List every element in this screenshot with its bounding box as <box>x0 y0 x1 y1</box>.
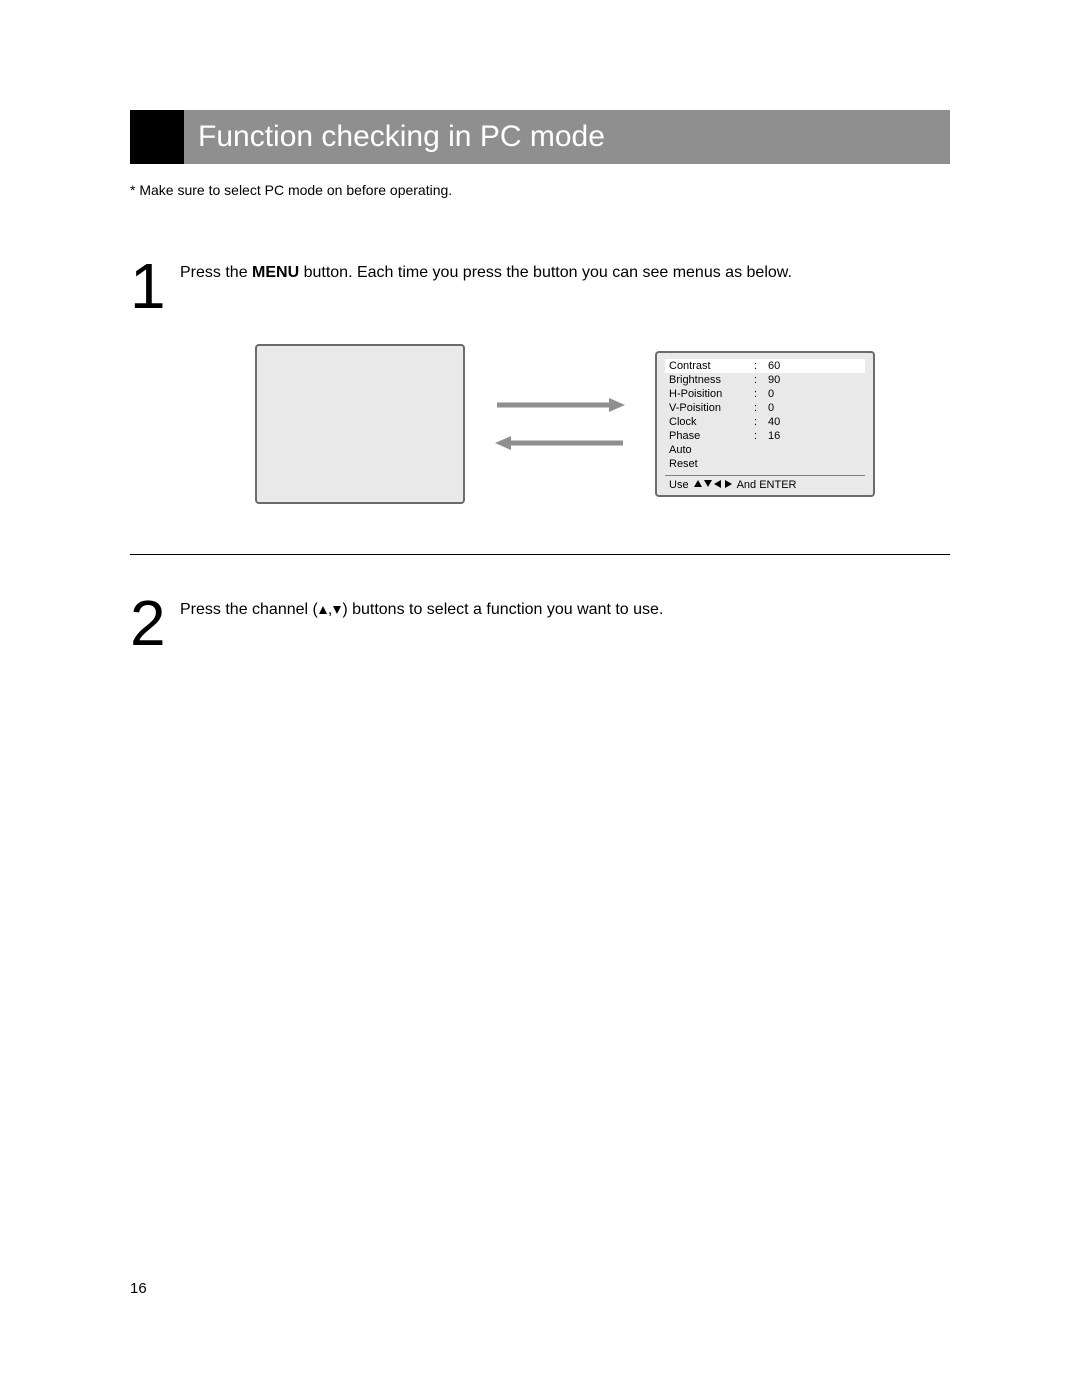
menu-label: Phase <box>669 430 754 442</box>
page-title: Function checking in PC mode <box>198 120 605 154</box>
up-triangle-icon <box>318 605 328 615</box>
menu-colon <box>754 444 768 456</box>
menu-colon: : <box>754 388 768 400</box>
step-2-number: 2 <box>130 595 180 653</box>
menu-value: 60 <box>768 360 861 372</box>
menu-row: V-Poisition:0 <box>665 401 865 415</box>
menu-value: 0 <box>768 388 861 400</box>
note-text: * Make sure to select PC mode on before … <box>130 182 950 198</box>
menu-value: 40 <box>768 416 861 428</box>
menu-colon <box>754 458 768 470</box>
menu-label: V-Poisition <box>669 402 754 414</box>
menu-value <box>768 458 861 470</box>
step-1-pre: Press the <box>180 264 252 281</box>
footer-arrows-icon <box>693 479 733 491</box>
menu-value: 0 <box>768 402 861 414</box>
step-1: 1 Press the MENU button. Each time you p… <box>130 258 950 554</box>
diagram: Contrast:60Brightness:90H-Poisition:0V-P… <box>180 344 950 504</box>
menu-value <box>768 444 861 456</box>
page-number: 16 <box>130 1280 147 1297</box>
blank-screen <box>255 344 465 504</box>
menu-row: Reset <box>665 457 865 471</box>
title-bar: Function checking in PC mode <box>130 110 950 164</box>
menu-colon: : <box>754 402 768 414</box>
menu-row: Contrast:60 <box>665 359 865 373</box>
menu-label: H-Poisition <box>669 388 754 400</box>
step-2-pre: Press the channel ( <box>180 601 318 618</box>
menu-label: Auto <box>669 444 754 456</box>
arrow-right-icon <box>495 397 625 413</box>
step-2: 2 Press the channel (,) buttons to selec… <box>130 595 950 653</box>
menu-label: Clock <box>669 416 754 428</box>
menu-row: Clock:40 <box>665 415 865 429</box>
menu-footer: Use And ENTER <box>665 475 865 491</box>
menu-row: Phase:16 <box>665 429 865 443</box>
menu-colon: : <box>754 360 768 372</box>
menu-label: Brightness <box>669 374 754 386</box>
step-2-text: Press the channel (,) buttons to select … <box>180 599 950 621</box>
step-1-number: 1 <box>130 258 180 316</box>
menu-row: H-Poisition:0 <box>665 387 865 401</box>
divider <box>130 554 950 555</box>
menu-row: Auto <box>665 443 865 457</box>
step-2-post: ) buttons to select a function you want … <box>342 601 663 618</box>
step-1-bold: MENU <box>252 264 299 281</box>
menu-colon: : <box>754 416 768 428</box>
menu-row: Brightness:90 <box>665 373 865 387</box>
footer-enter: And ENTER <box>737 479 797 491</box>
footer-use: Use <box>669 479 689 491</box>
menu-value: 16 <box>768 430 861 442</box>
menu-label: Contrast <box>669 360 754 372</box>
menu-colon: : <box>754 430 768 442</box>
menu-label: Reset <box>669 458 754 470</box>
step-1-text: Press the MENU button. Each time you pre… <box>180 262 950 284</box>
step-1-post: button. Each time you press the button y… <box>299 264 792 281</box>
menu-value: 90 <box>768 374 861 386</box>
title-grey-box: Function checking in PC mode <box>184 110 950 164</box>
arrow-left-icon <box>495 435 625 451</box>
menu-colon: : <box>754 374 768 386</box>
title-black-box <box>130 110 184 164</box>
arrows <box>495 397 625 451</box>
down-triangle-icon <box>332 605 342 615</box>
menu-rows: Contrast:60Brightness:90H-Poisition:0V-P… <box>665 359 865 471</box>
menu-screen: Contrast:60Brightness:90H-Poisition:0V-P… <box>655 351 875 497</box>
